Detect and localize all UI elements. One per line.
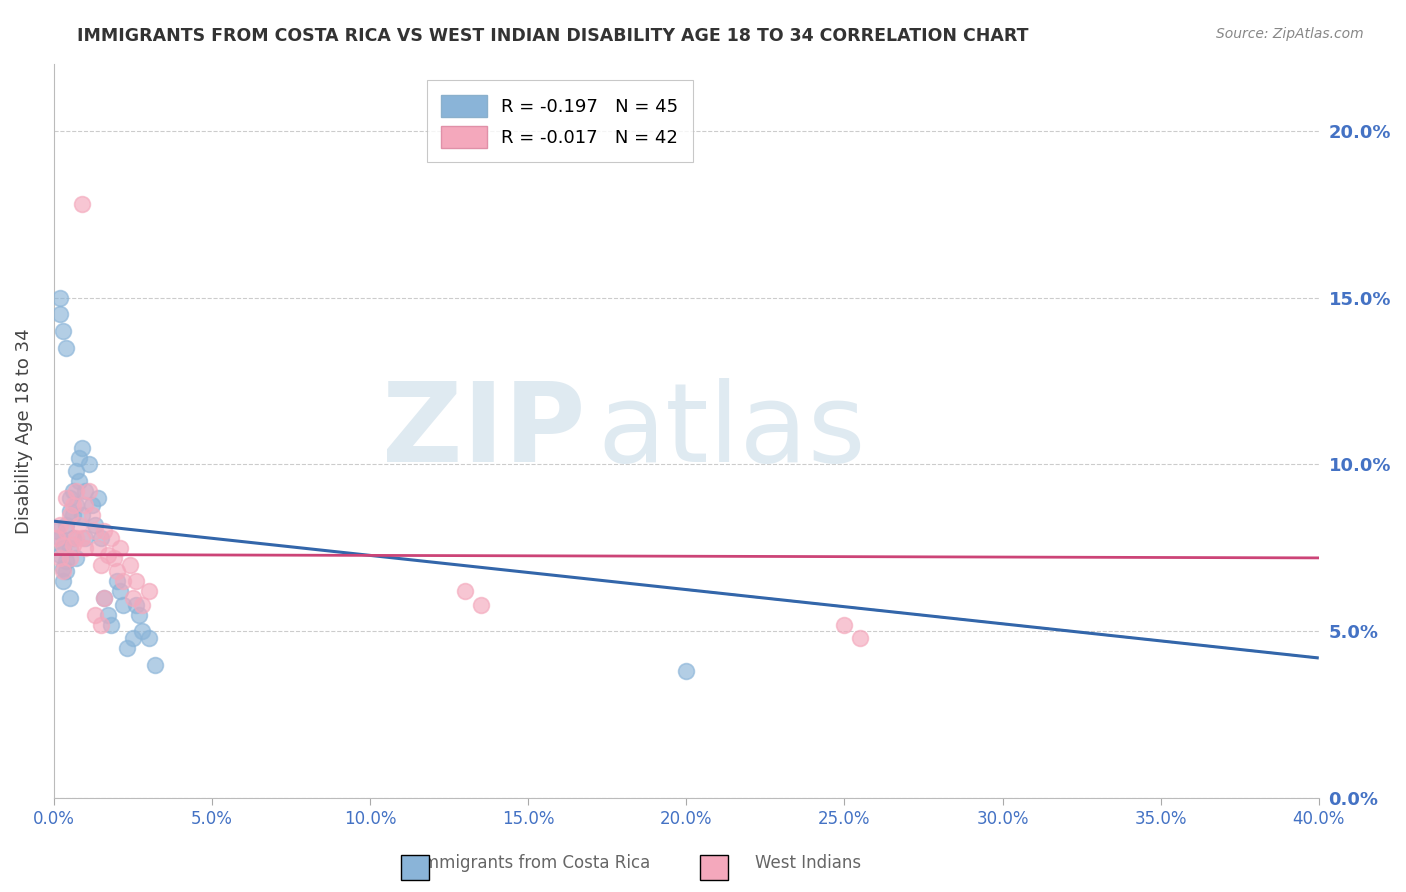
Point [65,498,87,512]
Point [59,508,82,522]
Point [59,504,82,518]
Text: IMMIGRANTS FROM COSTA RICA VS WEST INDIAN DISABILITY AGE 18 TO 34 CORRELATION CH: IMMIGRANTS FROM COSTA RICA VS WEST INDIA… [77,27,1029,45]
Point [49,550,72,565]
Point [46,524,69,539]
Point [93,591,115,605]
Point [84,517,107,532]
Point [75,541,97,555]
Point [90,531,112,545]
Point [46,531,69,545]
Point [100,531,122,545]
Point [77,484,100,499]
Point [49,291,72,305]
Point [125,598,148,612]
Text: ZIP: ZIP [382,377,585,484]
Point [80,498,103,512]
Point [97,607,120,622]
Point [55,524,77,539]
Point [52,564,75,578]
Point [49,517,72,532]
Point [470,598,492,612]
Point [72,531,94,545]
Point [454,584,477,599]
Point [67,474,90,488]
Point [67,517,90,532]
Point [90,617,112,632]
Point [49,548,72,562]
Point [97,548,120,562]
Y-axis label: Disability Age 18 to 34: Disability Age 18 to 34 [15,328,32,534]
Point [675,665,697,679]
Point [55,554,77,568]
Point [55,491,77,505]
Point [87,491,110,505]
Point [80,508,103,522]
Point [131,598,153,612]
Point [84,607,107,622]
Point [112,574,135,589]
Text: atlas: atlas [598,377,866,484]
Point [87,541,110,555]
Point [59,550,82,565]
Point [143,657,166,672]
Point [849,631,872,645]
Point [52,324,75,338]
Point [138,631,160,645]
Point [52,561,75,575]
Point [118,558,141,572]
Point [52,537,75,551]
Point [72,441,94,455]
Point [52,574,75,589]
Point [138,584,160,599]
Point [115,640,138,655]
Point [52,541,75,555]
Point [75,484,97,499]
Point [72,197,94,211]
Point [834,617,856,632]
Point [55,341,77,355]
Point [59,591,82,605]
Point [105,564,128,578]
Point [131,624,153,639]
Point [75,531,97,545]
Point [65,550,87,565]
Point [128,607,150,622]
Point [93,591,115,605]
Point [65,484,87,499]
Point [77,458,100,472]
Point [59,541,82,555]
Point [55,564,77,578]
Text: West Indians: West Indians [755,855,862,872]
Point [93,524,115,539]
Point [105,574,128,589]
Point [62,537,84,551]
Point [110,541,132,555]
Point [110,584,132,599]
Point [122,591,145,605]
Point [84,524,107,539]
Point [59,491,82,505]
Point [62,508,84,522]
Point [125,574,148,589]
Legend: R = -0.197   N = 45, R = -0.017   N = 42: R = -0.197 N = 45, R = -0.017 N = 42 [427,80,693,162]
Text: Immigrants from Costa Rica: Immigrants from Costa Rica [418,855,651,872]
Text: Source: ZipAtlas.com: Source: ZipAtlas.com [1216,27,1364,41]
Point [112,598,135,612]
Point [65,531,87,545]
Point [75,498,97,512]
Point [65,464,87,478]
Point [49,307,72,321]
Point [62,498,84,512]
Point [72,508,94,522]
Point [122,631,145,645]
Point [62,484,84,499]
Point [67,450,90,465]
Point [100,617,122,632]
Point [49,531,72,545]
Point [90,558,112,572]
Point [103,550,125,565]
Point [55,517,77,532]
Point [62,531,84,545]
